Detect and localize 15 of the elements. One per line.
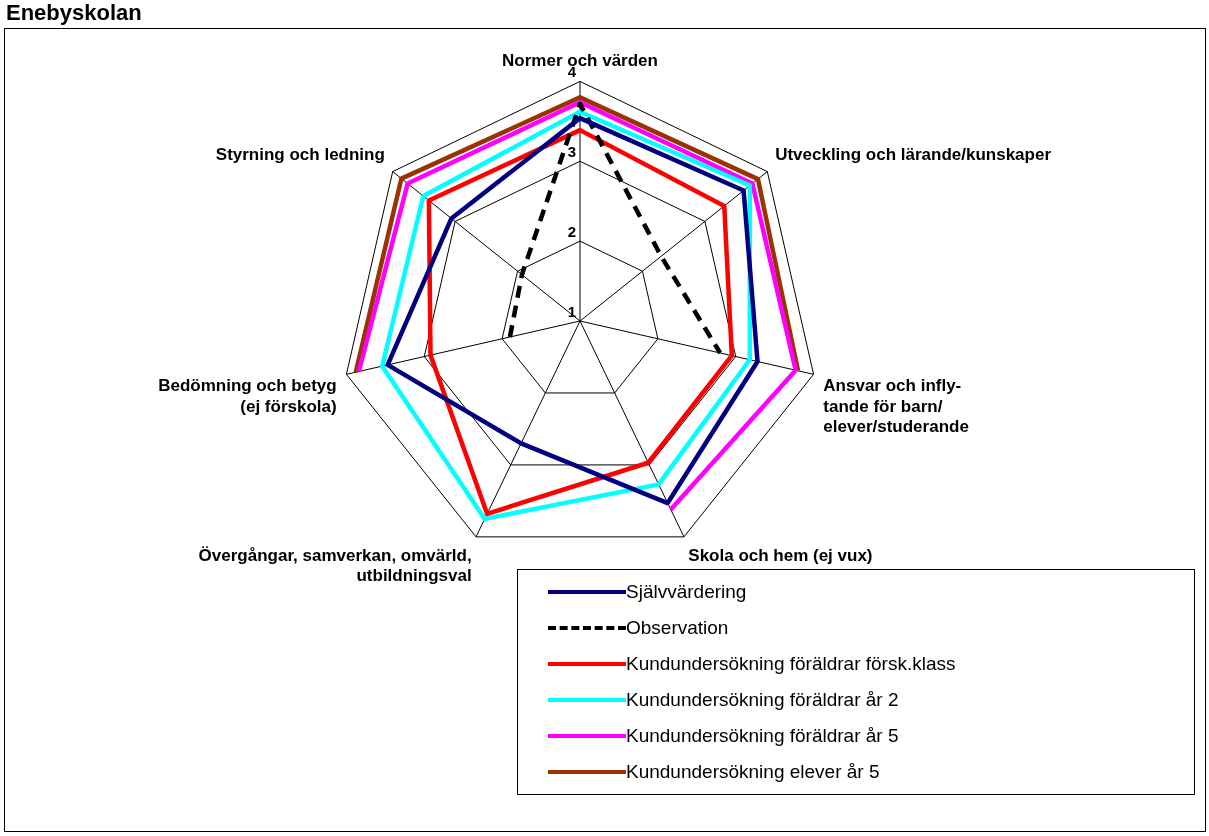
spoke-label: Ansvar och infly- tande för barn/ elever/studerande <box>823 376 969 437</box>
legend-label: Kundundersökning elever år 5 <box>626 761 880 783</box>
y-tick-label: 2 <box>567 222 576 240</box>
spoke-label: Utveckling och lärande/kunskaper <box>775 144 1052 164</box>
spoke-label: Styrning och ledning <box>215 144 385 164</box>
legend-label: Kundundersökning föräldrar år 5 <box>626 725 899 747</box>
legend-label: Observation <box>626 617 729 639</box>
chart-title: Enebyskolan <box>6 0 142 26</box>
spoke-label: Bedömning och betyg (ej förskola) <box>158 376 337 416</box>
legend-label: Självvärdering <box>626 581 747 603</box>
spoke-label: Övergångar, samverkan, omvärld, utbildningsval <box>198 545 472 586</box>
spoke-label: Skola och hem (ej vux) <box>688 545 873 565</box>
y-tick-label: 3 <box>567 142 576 160</box>
legend-label: Kundundersökning föräldrar år 2 <box>626 689 899 711</box>
legend-label: Kundundersökning föräldrar försk.klass <box>626 653 956 675</box>
